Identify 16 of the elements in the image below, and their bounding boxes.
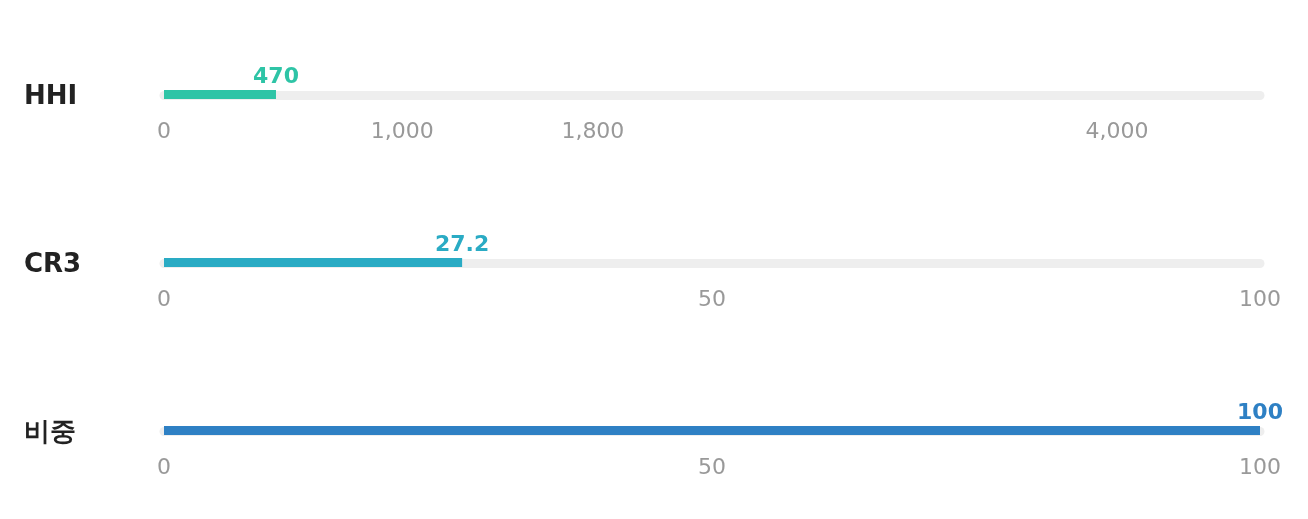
x-tick-label: 100	[1239, 453, 1281, 479]
x-tick-label: 100	[1239, 285, 1281, 311]
x-tick-label: 1,800	[561, 117, 625, 143]
x-tick-label: 0	[157, 117, 171, 143]
y-tick-label: CR3	[24, 247, 82, 278]
x-tick-label: 0	[157, 285, 171, 311]
x-tick-label: 4,000	[1085, 117, 1149, 143]
x-tick-label: 0	[157, 453, 171, 479]
y-tick-label: 비중	[24, 415, 76, 446]
y-tick-label: HHI	[24, 79, 78, 110]
x-tick-label: 50	[698, 453, 726, 479]
data-label: 470	[253, 62, 299, 88]
data-label: 100	[1237, 398, 1283, 424]
x-tick-label: 50	[698, 285, 726, 311]
x-tick-label: 1,000	[370, 117, 434, 143]
data-label: 27.2	[434, 230, 490, 256]
